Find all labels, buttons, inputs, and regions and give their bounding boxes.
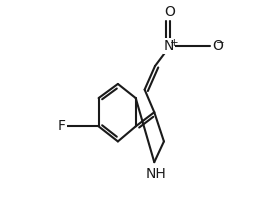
Text: +: + <box>170 38 178 48</box>
Text: N: N <box>164 39 174 53</box>
Text: O: O <box>164 5 175 19</box>
Text: −: − <box>216 38 225 48</box>
Text: NH: NH <box>146 167 167 181</box>
Text: F: F <box>58 119 66 133</box>
Text: O: O <box>212 39 223 53</box>
